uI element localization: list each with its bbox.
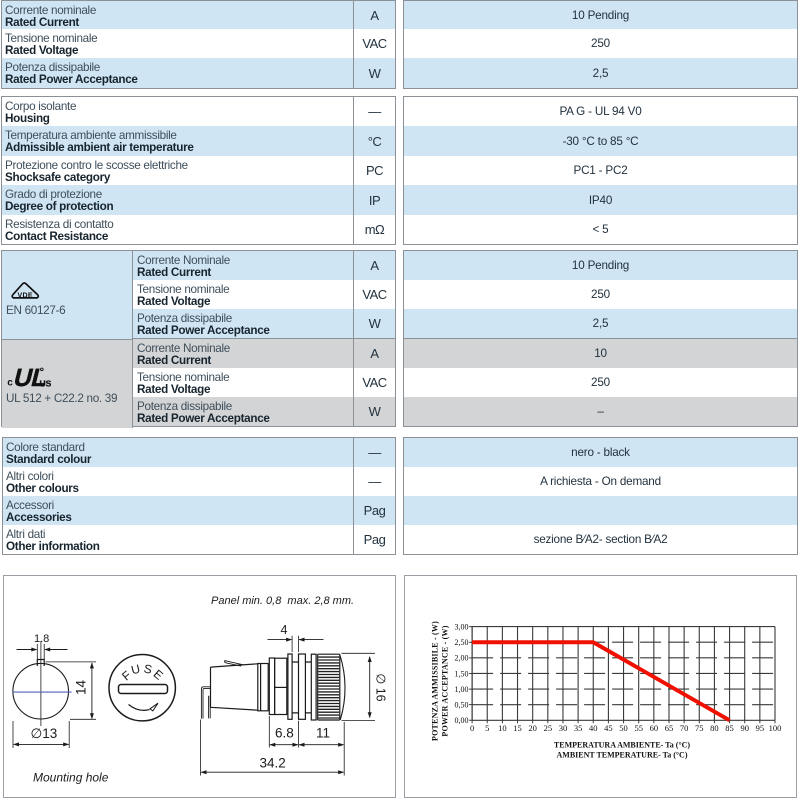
svg-text:90: 90 — [740, 723, 749, 733]
svg-text:4: 4 — [281, 623, 288, 637]
svg-text:Mounting hole: Mounting hole — [33, 771, 109, 785]
svg-text:65: 65 — [665, 723, 674, 733]
svg-text:15: 15 — [513, 723, 522, 733]
svg-text:85: 85 — [725, 723, 734, 733]
svg-text:∅13: ∅13 — [31, 726, 58, 741]
svg-text:25: 25 — [544, 723, 553, 733]
svg-text:45: 45 — [604, 723, 613, 733]
svg-text:2,50: 2,50 — [455, 638, 469, 647]
svg-text:0,50: 0,50 — [455, 701, 469, 710]
svg-text:55: 55 — [634, 723, 643, 733]
svg-text:0: 0 — [470, 723, 474, 733]
svg-text:∅ 16: ∅ 16 — [374, 673, 388, 701]
svg-text:0,00: 0,00 — [455, 716, 469, 725]
svg-text:POTENZA AMMISSIBILE - (W): POTENZA AMMISSIBILE - (W) — [431, 621, 440, 741]
svg-text:50: 50 — [619, 723, 628, 733]
svg-text:75: 75 — [695, 723, 704, 733]
svg-text:10: 10 — [498, 723, 507, 733]
svg-text:80: 80 — [710, 723, 719, 733]
svg-text:POWER ACCEPTANCE - (W): POWER ACCEPTANCE - (W) — [441, 625, 450, 736]
svg-text:70: 70 — [680, 723, 689, 733]
svg-text:34.2: 34.2 — [260, 756, 286, 771]
svg-text:60: 60 — [650, 723, 659, 733]
svg-text:40: 40 — [589, 723, 598, 733]
svg-text:5: 5 — [485, 723, 489, 733]
svg-text:100: 100 — [769, 723, 782, 733]
svg-text:6.8: 6.8 — [275, 726, 294, 741]
svg-text:3,00: 3,00 — [455, 623, 469, 632]
svg-text:AMBIENT TEMPERATURE- Ta (°C): AMBIENT TEMPERATURE- Ta (°C) — [557, 751, 688, 760]
svg-text:95: 95 — [756, 723, 765, 733]
svg-text:2,00: 2,00 — [455, 654, 469, 663]
svg-text:35: 35 — [574, 723, 583, 733]
svg-text:1.8: 1.8 — [34, 633, 49, 645]
svg-text:UL: UL — [11, 366, 50, 388]
svg-text:TEMPERATURA AMBIENTE- Ta (°C): TEMPERATURA AMBIENTE- Ta (°C) — [554, 741, 691, 750]
svg-text:US: US — [40, 378, 52, 388]
svg-text:30: 30 — [559, 723, 568, 733]
svg-text:U: U — [130, 662, 142, 678]
svg-text:1,00: 1,00 — [455, 685, 469, 694]
svg-text:20: 20 — [528, 723, 537, 733]
svg-text:E: E — [151, 667, 166, 683]
svg-text:11: 11 — [316, 726, 330, 741]
svg-text:S: S — [142, 661, 153, 676]
svg-text:1,50: 1,50 — [455, 669, 469, 678]
svg-text:VDE: VDE — [18, 292, 33, 299]
svg-text:c: c — [7, 378, 13, 389]
svg-text:14: 14 — [74, 680, 89, 696]
svg-text:Panel min. 0,8 max. 2,8 mm.: Panel min. 0,8 max. 2,8 mm. — [211, 595, 354, 607]
